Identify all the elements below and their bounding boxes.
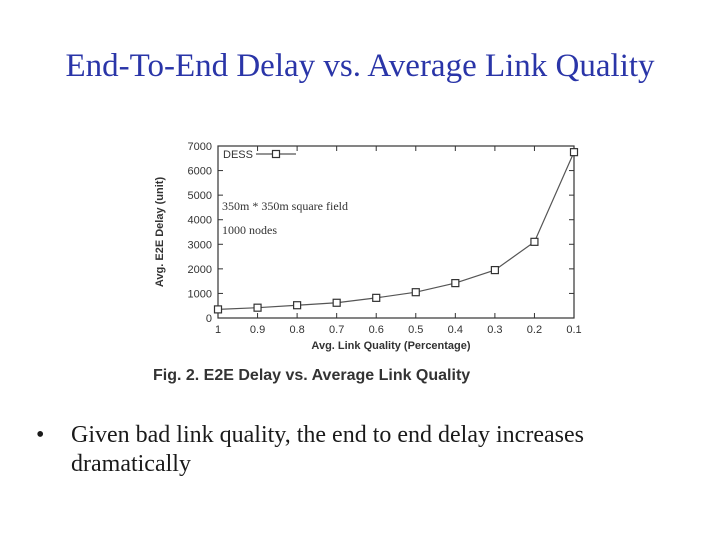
chart-figure: 0 1000 2000 3000 4000 5000 6000 7000 1 0.9 0.8 0.7… (150, 130, 590, 390)
y-tick-label: 4000 (188, 215, 212, 227)
y-tick-label: 0 (206, 313, 212, 325)
x-tick-label: 0.9 (250, 324, 265, 336)
plot-frame (217, 145, 575, 319)
figure-caption: Fig. 2. E2E Delay vs. Average Link Quali… (153, 367, 470, 384)
data-point (411, 288, 420, 297)
plot-border (217, 145, 575, 319)
x-tick-label: 0.4 (448, 324, 463, 336)
data-point (293, 301, 302, 310)
x-axis-ticks: 1 0.9 0.8 0.7 0.6 0.5 0.4 0.3 0.2 0.1 (215, 146, 582, 336)
bullet-marker: • (36, 422, 45, 448)
data-point (332, 298, 341, 307)
y-tick-label: 5000 (188, 190, 212, 202)
x-tick-label: 0.3 (487, 324, 502, 336)
data-point (530, 237, 539, 246)
y-tick-label: 6000 (188, 166, 212, 178)
y-tick-label: 1000 (188, 288, 212, 300)
x-tick-label: 0.5 (408, 324, 423, 336)
series-line (217, 151, 575, 310)
data-point (451, 279, 460, 288)
data-point (490, 265, 499, 275)
x-tick-label: 0.2 (527, 324, 542, 336)
x-tick-label: 0.6 (369, 324, 384, 336)
x-tick-label: 1 (215, 324, 221, 336)
y-tick-label: 3000 (188, 239, 212, 251)
legend: DESS (223, 149, 296, 161)
x-tick-label: 0.8 (289, 324, 304, 336)
data-point (372, 293, 381, 302)
annotation-field: 350m * 350m square field (222, 199, 348, 213)
x-tick-label: 0.1 (566, 324, 581, 336)
y-axis-ticks: 0 1000 2000 3000 4000 5000 6000 7000 (188, 141, 574, 325)
series-layer (213, 148, 579, 314)
annotation-nodes: 1000 nodes (222, 223, 277, 237)
x-tick-label: 0.7 (329, 324, 344, 336)
y-tick-label: 7000 (188, 141, 212, 153)
data-point (253, 303, 262, 312)
bullet-text: Given bad link quality, the end to end d… (71, 422, 584, 477)
y-axis-label: Avg. E2E Delay (unit) (154, 177, 166, 288)
data-point (213, 305, 223, 314)
data-point (569, 148, 579, 157)
x-axis-label: Avg. Link Quality (Percentage) (311, 340, 470, 352)
y-tick-label: 2000 (188, 264, 212, 276)
legend-label: DESS (223, 149, 253, 161)
slide-title: End-To-End Delay vs. Average Link Qualit… (65, 48, 655, 84)
delay-chart: 0 1000 2000 3000 4000 5000 6000 7000 1 0.9 0.8 0.7… (153, 141, 582, 384)
bullet-list: • Given bad link quality, the end to end… (36, 421, 696, 479)
legend-marker (271, 149, 281, 159)
